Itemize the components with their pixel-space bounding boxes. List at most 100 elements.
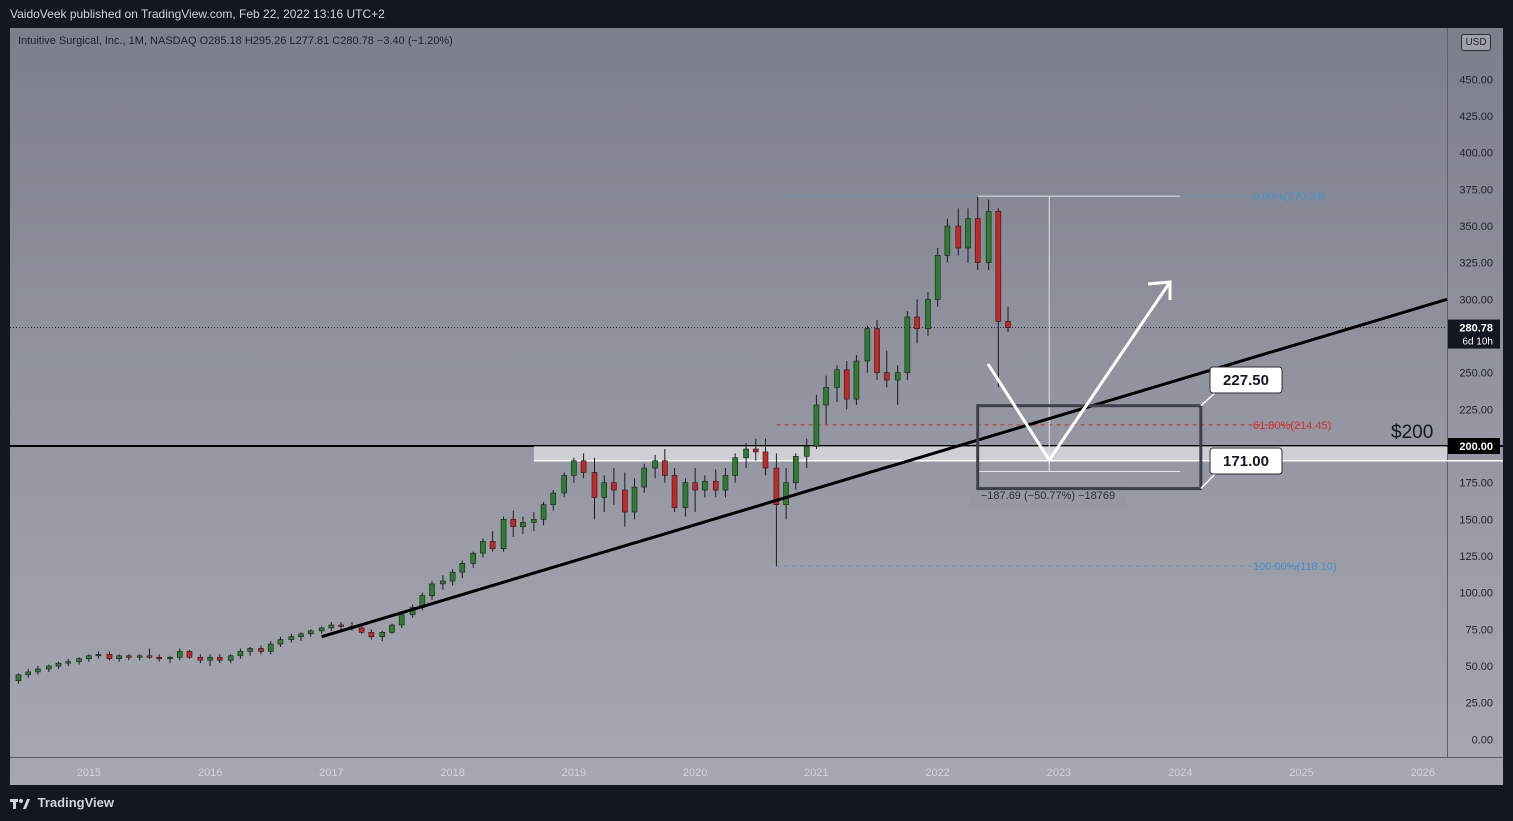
level-200-big-label: $200 [1391, 422, 1433, 443]
fib-100-label: 100.00%(118.10) [1253, 561, 1337, 573]
candle-body [682, 482, 689, 508]
projection-arrowhead [1147, 280, 1172, 300]
x-tick-label: 2020 [683, 767, 707, 779]
brand-name: TradingView [37, 795, 114, 810]
candle-body [480, 541, 486, 554]
y-tick-label: 425.00 [1459, 111, 1493, 123]
candle-body [712, 480, 719, 491]
box-top-label-bg [1209, 366, 1283, 394]
candle-body [580, 460, 587, 473]
candle-body [237, 651, 244, 657]
candle-body [722, 475, 729, 491]
candle-body [732, 457, 738, 476]
candle-body [864, 328, 871, 362]
candle-body [925, 299, 931, 329]
candle-body [398, 614, 405, 626]
candle-body [95, 654, 102, 657]
y-tick-label: 450.00 [1459, 74, 1493, 86]
candle-body [106, 654, 113, 660]
price-axis[interactable] [1447, 28, 1504, 757]
candle-body [358, 627, 365, 633]
candle-body [641, 467, 648, 488]
candle-body [35, 668, 41, 673]
target-box [976, 404, 1203, 491]
candle-body [671, 475, 678, 508]
candle-body [318, 627, 325, 632]
candle-body [894, 372, 901, 381]
candle-body [985, 211, 992, 263]
y-tick-label: 150.00 [1459, 514, 1493, 526]
last-price-tag: 280.78 [1459, 323, 1493, 335]
candle-body [934, 255, 941, 300]
candle-body [561, 475, 567, 494]
x-tick-label: 2015 [77, 767, 101, 779]
candle-body [571, 460, 577, 476]
x-tick-label: 2017 [319, 767, 343, 779]
candle-body [995, 211, 1002, 322]
x-tick-label: 2023 [1047, 767, 1071, 779]
candle-body [752, 448, 759, 453]
candle-body [288, 636, 295, 640]
candle-body [247, 648, 253, 652]
time-axis[interactable] [10, 757, 1503, 786]
candle-body [550, 492, 557, 506]
projection-path [986, 281, 1172, 463]
candle-body [126, 655, 132, 658]
candle-body [611, 482, 617, 491]
currency-badge[interactable]: USD [1461, 34, 1491, 51]
candle-body [965, 218, 971, 249]
box-top-label-connector [1200, 392, 1216, 407]
candle-body [46, 665, 52, 670]
x-tick-label: 2026 [1411, 767, 1435, 779]
candle-body [338, 624, 344, 627]
x-tick-label: 2019 [562, 767, 586, 779]
y-tick-label: 50.00 [1465, 661, 1493, 673]
candle-body [510, 519, 517, 528]
box-top-label: 227.50 [1223, 372, 1269, 389]
box-bottom-label: 171.00 [1223, 453, 1269, 470]
candle-body [489, 541, 496, 550]
candle-body [379, 632, 386, 638]
candle-body [773, 467, 780, 506]
candle-body [853, 360, 860, 400]
candle-body [914, 316, 920, 329]
fib-0-label: 0.00%(370.34) [1253, 191, 1325, 203]
candle-body [86, 655, 92, 660]
rising-trendline [321, 297, 1448, 639]
candle-body [186, 651, 193, 658]
candle-body [743, 448, 749, 459]
candle-body [368, 632, 375, 638]
candle-body [793, 456, 799, 484]
candle-body [470, 552, 477, 564]
candle-body [622, 489, 628, 513]
candle-body [883, 372, 890, 381]
candle-body [540, 504, 547, 520]
footer-brand[interactable]: TradingView [0, 790, 1513, 821]
box-bottom-label-connector [1200, 473, 1216, 490]
x-tick-label: 2025 [1289, 767, 1313, 779]
candle-body [823, 387, 829, 406]
candle-body [328, 624, 335, 629]
candle-body [500, 519, 507, 550]
candle-body [267, 643, 274, 652]
countdown-tag: 6d 10h [1462, 337, 1493, 348]
chart-pane[interactable] [10, 28, 1503, 785]
candle-body [167, 656, 173, 660]
candle-body [15, 674, 22, 682]
candle-body [803, 445, 810, 457]
x-tick-label: 2024 [1168, 767, 1192, 779]
y-tick-label: 250.00 [1459, 368, 1493, 380]
candle-body [389, 624, 395, 633]
candle-body [429, 583, 435, 596]
x-tick-label: 2016 [198, 767, 222, 779]
y-tick-label: 300.00 [1459, 294, 1493, 306]
candle-body [136, 655, 143, 658]
candle-body [25, 671, 31, 676]
y-tick-label: 75.00 [1465, 624, 1493, 636]
candle-body [955, 225, 962, 249]
candle-body [834, 369, 840, 388]
candle-body [692, 482, 698, 491]
y-tick-label: 325.00 [1459, 258, 1493, 270]
measure-label-bg [970, 485, 1126, 506]
